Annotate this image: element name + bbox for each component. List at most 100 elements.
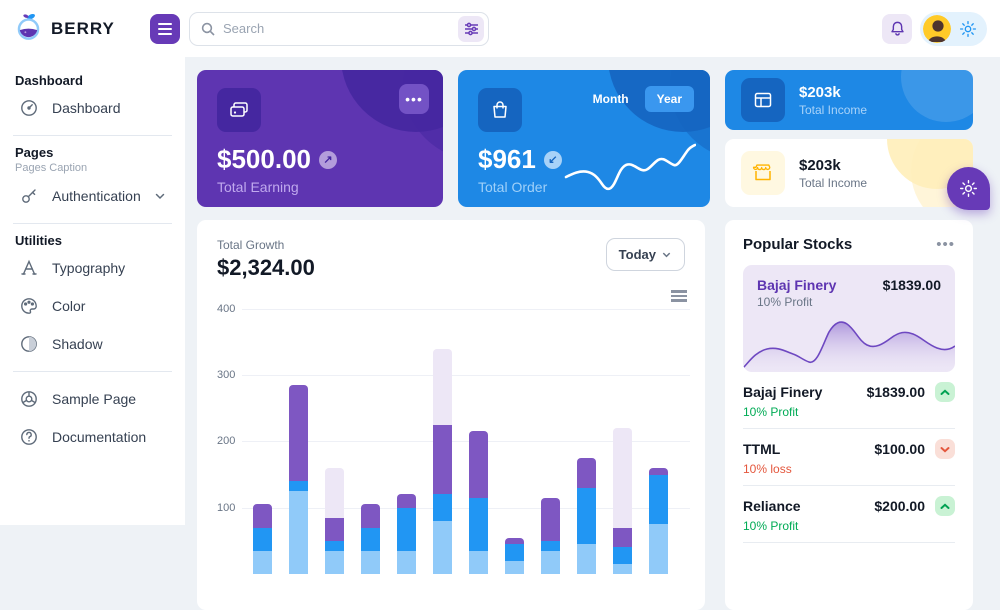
nav-group-title: Pages <box>15 145 54 160</box>
sidebar-item-color[interactable]: Color <box>13 288 172 324</box>
range-select-button[interactable]: Today <box>605 238 685 271</box>
bar-segment[interactable] <box>433 494 452 521</box>
bar-segment[interactable] <box>541 497 560 541</box>
bar-segment[interactable] <box>433 424 452 495</box>
bar-segment[interactable] <box>469 497 488 551</box>
bar-segment[interactable] <box>505 544 524 561</box>
chevron-down-badge[interactable] <box>935 439 955 459</box>
bar-segment[interactable] <box>613 564 632 574</box>
year-toggle-button[interactable]: Year <box>644 86 694 112</box>
gridline <box>242 507 690 509</box>
bar-segment[interactable] <box>397 507 416 551</box>
bar-segment[interactable] <box>541 550 560 574</box>
search-bar[interactable] <box>189 11 489 46</box>
bell-icon <box>889 20 906 37</box>
earning-label: Total Earning <box>217 179 299 195</box>
month-toggle-button[interactable]: Month <box>581 86 641 112</box>
profile-menu-button[interactable] <box>920 11 987 46</box>
typography-icon <box>19 258 39 278</box>
notifications-button[interactable] <box>882 13 912 44</box>
search-input[interactable] <box>223 21 458 36</box>
bar-segment[interactable] <box>325 540 344 551</box>
bar-segment[interactable] <box>577 544 596 574</box>
bar-segment[interactable] <box>469 550 488 574</box>
more-options-icon[interactable]: ••• <box>936 235 955 253</box>
stocks-title: Popular Stocks <box>743 236 853 253</box>
bar-segment[interactable] <box>289 481 308 492</box>
berry-logo-icon <box>14 12 43 46</box>
brand-logo[interactable]: BERRY <box>0 12 136 46</box>
adjustments-icon <box>464 21 479 36</box>
earning-value: $500.00 <box>217 144 311 174</box>
bar-segment[interactable] <box>649 474 668 525</box>
bar-segment[interactable] <box>577 487 596 545</box>
sidebar-item-label: Color <box>52 298 86 314</box>
sidebar-item-documentation[interactable]: Documentation <box>13 419 172 455</box>
bar-segment[interactable] <box>433 520 452 574</box>
bar-segment[interactable] <box>541 540 560 551</box>
bar-segment[interactable] <box>505 560 524 574</box>
bar-segment[interactable] <box>289 491 308 574</box>
chevron-up-badge[interactable] <box>935 496 955 516</box>
chart-menu-icon[interactable] <box>671 290 687 302</box>
top-bar: BERRY <box>0 0 1000 57</box>
trend-up-icon[interactable]: ↗ <box>318 150 337 169</box>
stock-name: Bajaj Finery <box>743 384 823 400</box>
bar-segment[interactable] <box>325 517 344 541</box>
sidebar-item-label: Dashboard <box>52 100 121 116</box>
search-settings-button[interactable] <box>458 15 484 42</box>
sidebar-toggle-button[interactable] <box>150 13 180 44</box>
chevron-down-icon <box>662 252 671 258</box>
bar-segment[interactable] <box>289 385 308 482</box>
bar-segment[interactable] <box>253 504 272 528</box>
chevron-down-icon <box>154 190 166 202</box>
trend-down-icon[interactable]: ↙ <box>543 150 562 169</box>
stock-change: 10% Profit <box>743 519 799 533</box>
total-growth-card: Total Growth $2,324.00 Today 100 200 300 40… <box>197 220 705 610</box>
bar-segment[interactable] <box>325 467 344 518</box>
y-axis-tick: 100 <box>217 501 236 514</box>
bar-segment[interactable] <box>433 348 452 425</box>
bar-segment[interactable] <box>613 527 632 548</box>
bar-segment[interactable] <box>613 428 632 528</box>
featured-stock-panel[interactable]: Bajaj Finery $1839.00 10% Profit <box>743 265 955 372</box>
bar-segment[interactable] <box>577 457 596 488</box>
bar-segment[interactable] <box>253 550 272 574</box>
order-label: Total Order <box>478 179 548 195</box>
sidebar-item-authentication[interactable]: Authentication <box>13 178 172 214</box>
bar-segment[interactable] <box>469 431 488 498</box>
card-menu-button[interactable]: ••• <box>399 84 429 114</box>
bar-segment[interactable] <box>649 467 668 475</box>
sidebar-item-typography[interactable]: Typography <box>13 250 172 286</box>
bar-segment[interactable] <box>361 527 380 551</box>
stock-area-chart <box>743 321 955 372</box>
chevron-up-badge[interactable] <box>935 382 955 402</box>
bar-segment[interactable] <box>397 494 416 508</box>
bar-segment[interactable] <box>361 550 380 574</box>
featured-stock-price: $1839.00 <box>882 277 941 293</box>
bar-segment[interactable] <box>505 537 524 545</box>
nav-group-title: Utilities <box>15 233 62 248</box>
order-value: $961 <box>478 144 536 174</box>
table-icon <box>741 78 785 122</box>
nav-group-caption: Pages Caption <box>15 162 88 174</box>
bar-segment[interactable] <box>361 504 380 528</box>
theme-customizer-button[interactable] <box>947 167 990 210</box>
bar-segment[interactable] <box>397 550 416 574</box>
stock-row[interactable]: Bajaj Finery $1839.00 10% Profit <box>743 372 955 429</box>
total-earning-card: ••• $500.00 ↗ Total Earning <box>197 70 443 207</box>
order-sparkline <box>564 143 696 191</box>
bar-segment[interactable] <box>649 524 668 574</box>
bar-segment[interactable] <box>253 527 272 551</box>
shopping-bag-icon <box>478 88 522 132</box>
stock-row[interactable]: Reliance $200.00 10% Profit <box>743 486 955 543</box>
stock-change: 10% Profit <box>743 405 799 419</box>
sidebar-item-dashboard[interactable]: Dashboard <box>13 90 172 126</box>
sidebar-item-shadow[interactable]: Shadow <box>13 326 172 362</box>
bar-segment[interactable] <box>325 550 344 574</box>
sidebar-item-sample-page[interactable]: Sample Page <box>13 381 172 417</box>
growth-title: Total Growth <box>217 238 285 252</box>
period-toggle: Month Year <box>581 86 694 112</box>
stock-row[interactable]: TTML $100.00 10% loss <box>743 429 955 486</box>
bar-segment[interactable] <box>613 547 632 565</box>
